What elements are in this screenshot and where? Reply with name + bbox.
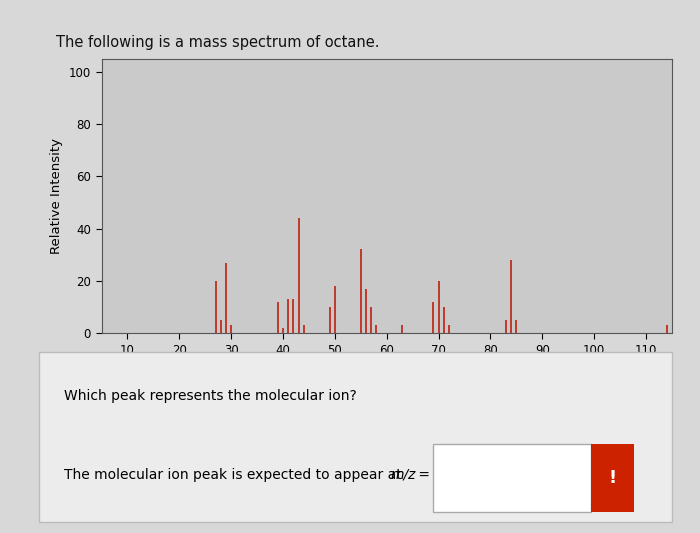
Y-axis label: Relative Intensity: Relative Intensity (50, 138, 63, 254)
FancyBboxPatch shape (433, 444, 591, 512)
FancyBboxPatch shape (591, 444, 634, 512)
Text: =: = (414, 468, 430, 482)
Text: m/z: m/z (390, 468, 416, 482)
Text: The molecular ion peak is expected to appear at: The molecular ion peak is expected to ap… (64, 468, 406, 482)
FancyBboxPatch shape (38, 352, 672, 522)
Text: !: ! (608, 469, 617, 487)
X-axis label: m/z: m/z (374, 361, 400, 374)
Text: The following is a mass spectrum of octane.: The following is a mass spectrum of octa… (56, 35, 379, 50)
Text: Which peak represents the molecular ion?: Which peak represents the molecular ion? (64, 389, 356, 403)
